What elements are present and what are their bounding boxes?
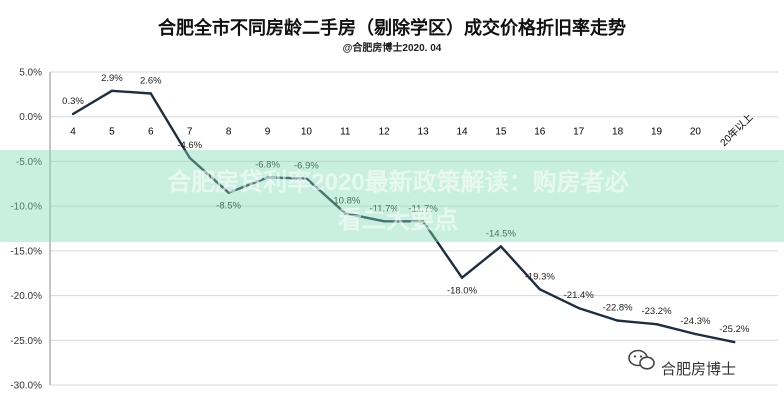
data-label: -10.8% xyxy=(330,195,361,206)
y-tick-label: -20.0% xyxy=(10,291,42,302)
y-axis-ticks: 5.0% 0.0% -5.0% -10.0% -15.0% -20.0% -25.0% -30… xyxy=(10,68,42,392)
data-point xyxy=(499,245,503,248)
promo-band xyxy=(0,150,784,242)
x-tick-label: 13 xyxy=(418,127,430,138)
x-tick-label: 5 xyxy=(109,127,115,138)
y-tick-label: -10.0% xyxy=(10,202,42,213)
grid-lines xyxy=(49,71,778,386)
x-tick-label: 15 xyxy=(495,127,507,138)
x-tick-label: 8 xyxy=(226,127,232,138)
x-tick-label: 4 xyxy=(70,127,76,138)
data-label: 2.9% xyxy=(101,73,123,84)
data-label: 2.6% xyxy=(140,75,162,86)
x-tick-label: 10 xyxy=(301,127,313,138)
data-label: -6.8% xyxy=(255,160,280,171)
promo-text-line2: 看二大要点 xyxy=(338,207,458,234)
data-labels: 0.3% 2.9% 2.6% -4.6% -8.5% -6.8% -6.9% -10.8% -1… xyxy=(62,73,750,335)
x-tick-label: 12 xyxy=(379,127,391,138)
series-line xyxy=(72,89,735,344)
chart-subtitle: @合肥房博士2020. 04 xyxy=(343,41,442,54)
x-tick-label: 16 xyxy=(534,127,546,138)
promo-overlay: 合肥房贷利率2020最新政策解读：购房者必 看二大要点 xyxy=(0,150,784,242)
data-point xyxy=(538,288,541,291)
data-point xyxy=(577,306,580,310)
x-tick-label: 7 xyxy=(187,127,193,138)
data-point xyxy=(188,156,191,160)
wechat-icon xyxy=(628,349,655,370)
data-label: -11.7% xyxy=(408,203,438,214)
data-point xyxy=(71,112,75,116)
watermark: 合肥房博士 xyxy=(628,349,736,378)
data-label: -11.7% xyxy=(369,203,399,214)
data-label: -22.8% xyxy=(603,303,634,314)
x-tick-label: 17 xyxy=(573,127,585,138)
y-tick-label: 0.0% xyxy=(19,112,42,123)
y-tick-label: -30.0% xyxy=(10,381,42,392)
promo-text-line1: 合肥房贷利率2020最新政策解读：购房者必 xyxy=(167,168,628,196)
data-label: -19.3% xyxy=(525,271,556,282)
data-point xyxy=(110,89,114,92)
data-point xyxy=(616,319,619,322)
x-tick-label: 14 xyxy=(456,127,468,138)
data-point xyxy=(655,322,658,326)
data-point xyxy=(460,276,464,279)
y-tick-label: -15.0% xyxy=(10,246,42,257)
data-point xyxy=(383,220,386,223)
data-label: -18.0% xyxy=(447,286,478,297)
x-tick-label: 18 xyxy=(612,127,624,138)
data-point xyxy=(266,176,269,179)
x-tick-label: 19 xyxy=(651,127,663,138)
data-label: -4.6% xyxy=(177,140,202,151)
watermark-text: 合肥房博士 xyxy=(661,361,736,378)
data-point xyxy=(344,212,347,215)
data-point xyxy=(305,177,308,180)
x-tick-label: 6 xyxy=(148,127,154,138)
data-point xyxy=(733,340,736,344)
chart-title: 合肥全市不同房龄二手房（剔除学区）成交价格折旧率走势 xyxy=(158,17,626,38)
x-tick-label: 20 xyxy=(690,127,702,138)
y-tick-label: 5.0% xyxy=(19,68,42,79)
data-label: -14.5% xyxy=(486,228,517,239)
data-label: -21.4% xyxy=(564,290,595,301)
data-point xyxy=(149,92,152,95)
data-label: -25.2% xyxy=(719,324,750,335)
y-tick-label: -5.0% xyxy=(16,157,42,168)
series-layer xyxy=(71,89,736,344)
data-label: 0.3% xyxy=(62,96,84,107)
data-label: -23.2% xyxy=(641,306,672,317)
data-label: -6.9% xyxy=(294,160,319,171)
data-label: -24.3% xyxy=(680,316,711,327)
data-point xyxy=(694,332,697,336)
x-tick-label: 9 xyxy=(265,127,271,138)
y-tick-label: -25.0% xyxy=(10,336,42,347)
data-label: -8.5% xyxy=(216,201,241,212)
x-tick-label: 11 xyxy=(340,127,351,138)
data-point xyxy=(421,220,425,223)
data-point xyxy=(227,191,230,194)
